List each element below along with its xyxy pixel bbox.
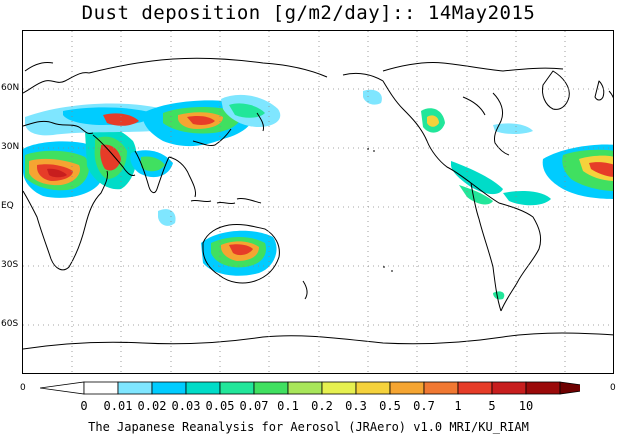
colorbar-tick-label: 0.02 (137, 399, 167, 413)
lon-label-right: 0 (610, 383, 616, 393)
colorbar-swatch (525, 381, 561, 395)
colorbar-over-arrow (559, 381, 580, 395)
colorbar-tick-label: 0.2 (311, 399, 333, 413)
map-panel (22, 30, 614, 374)
colorbar-tick-label: 0.01 (103, 399, 133, 413)
credit-line: The Japanese Reanalysis for Aerosol (JRA… (88, 420, 529, 434)
colorbar-swatch (389, 381, 425, 395)
colorbar-swatch (457, 381, 493, 395)
coastlines (23, 57, 613, 350)
colorbar-swatch (491, 381, 527, 395)
world-map (23, 31, 613, 373)
coast-south-america (470, 182, 542, 312)
colorbar-swatch (117, 381, 153, 395)
lat-label-60s: 60S (1, 319, 19, 329)
lat-label-30n: 30N (1, 142, 20, 152)
colorbar-swatch (185, 381, 221, 395)
colorbar-swatch (287, 381, 323, 395)
colorbar-tick-label: 10 (518, 399, 534, 413)
lat-label-30s: 30S (1, 260, 19, 270)
colorbar-tick-label: 1 (454, 399, 462, 413)
colorbar-tick-label: 5 (488, 399, 496, 413)
colorbar-tick-label: 0.7 (413, 399, 435, 413)
colorbar-tick-label: 0.5 (379, 399, 401, 413)
colorbar-under-arrow (40, 381, 85, 395)
colorbar-tick-label: 0 (80, 399, 88, 413)
lat-label-60n: 60N (1, 83, 20, 93)
colorbar-swatch (355, 381, 391, 395)
colorbar-tick-label: 0.05 (205, 399, 235, 413)
coast-antarctica (23, 332, 613, 350)
colorbar-swatch (253, 381, 289, 395)
colorbar-swatch (219, 381, 255, 395)
colorbar-swatch (83, 381, 119, 395)
coast-india (134, 150, 170, 194)
lat-label-eq: EQ (1, 201, 14, 211)
coast-australia (202, 224, 280, 284)
lon-label-left: 0 (20, 383, 26, 393)
colorbar-tick-label: 0.3 (345, 399, 367, 413)
colorbar-swatch (151, 381, 187, 395)
colorbar-tick-label: 0.07 (239, 399, 269, 413)
colorbar-swatch (423, 381, 459, 395)
coast-north-america (342, 72, 472, 184)
coast-africa (23, 170, 108, 271)
colorbar (40, 381, 580, 395)
graticule (23, 31, 613, 373)
colorbar-swatch (321, 381, 357, 395)
map-title: Dust deposition [g/m2/day]:: 14May2015 (81, 2, 536, 24)
colorbar-tick-label: 0.03 (171, 399, 201, 413)
dust-field (23, 89, 613, 300)
colorbar-tick-label: 0.1 (277, 399, 299, 413)
